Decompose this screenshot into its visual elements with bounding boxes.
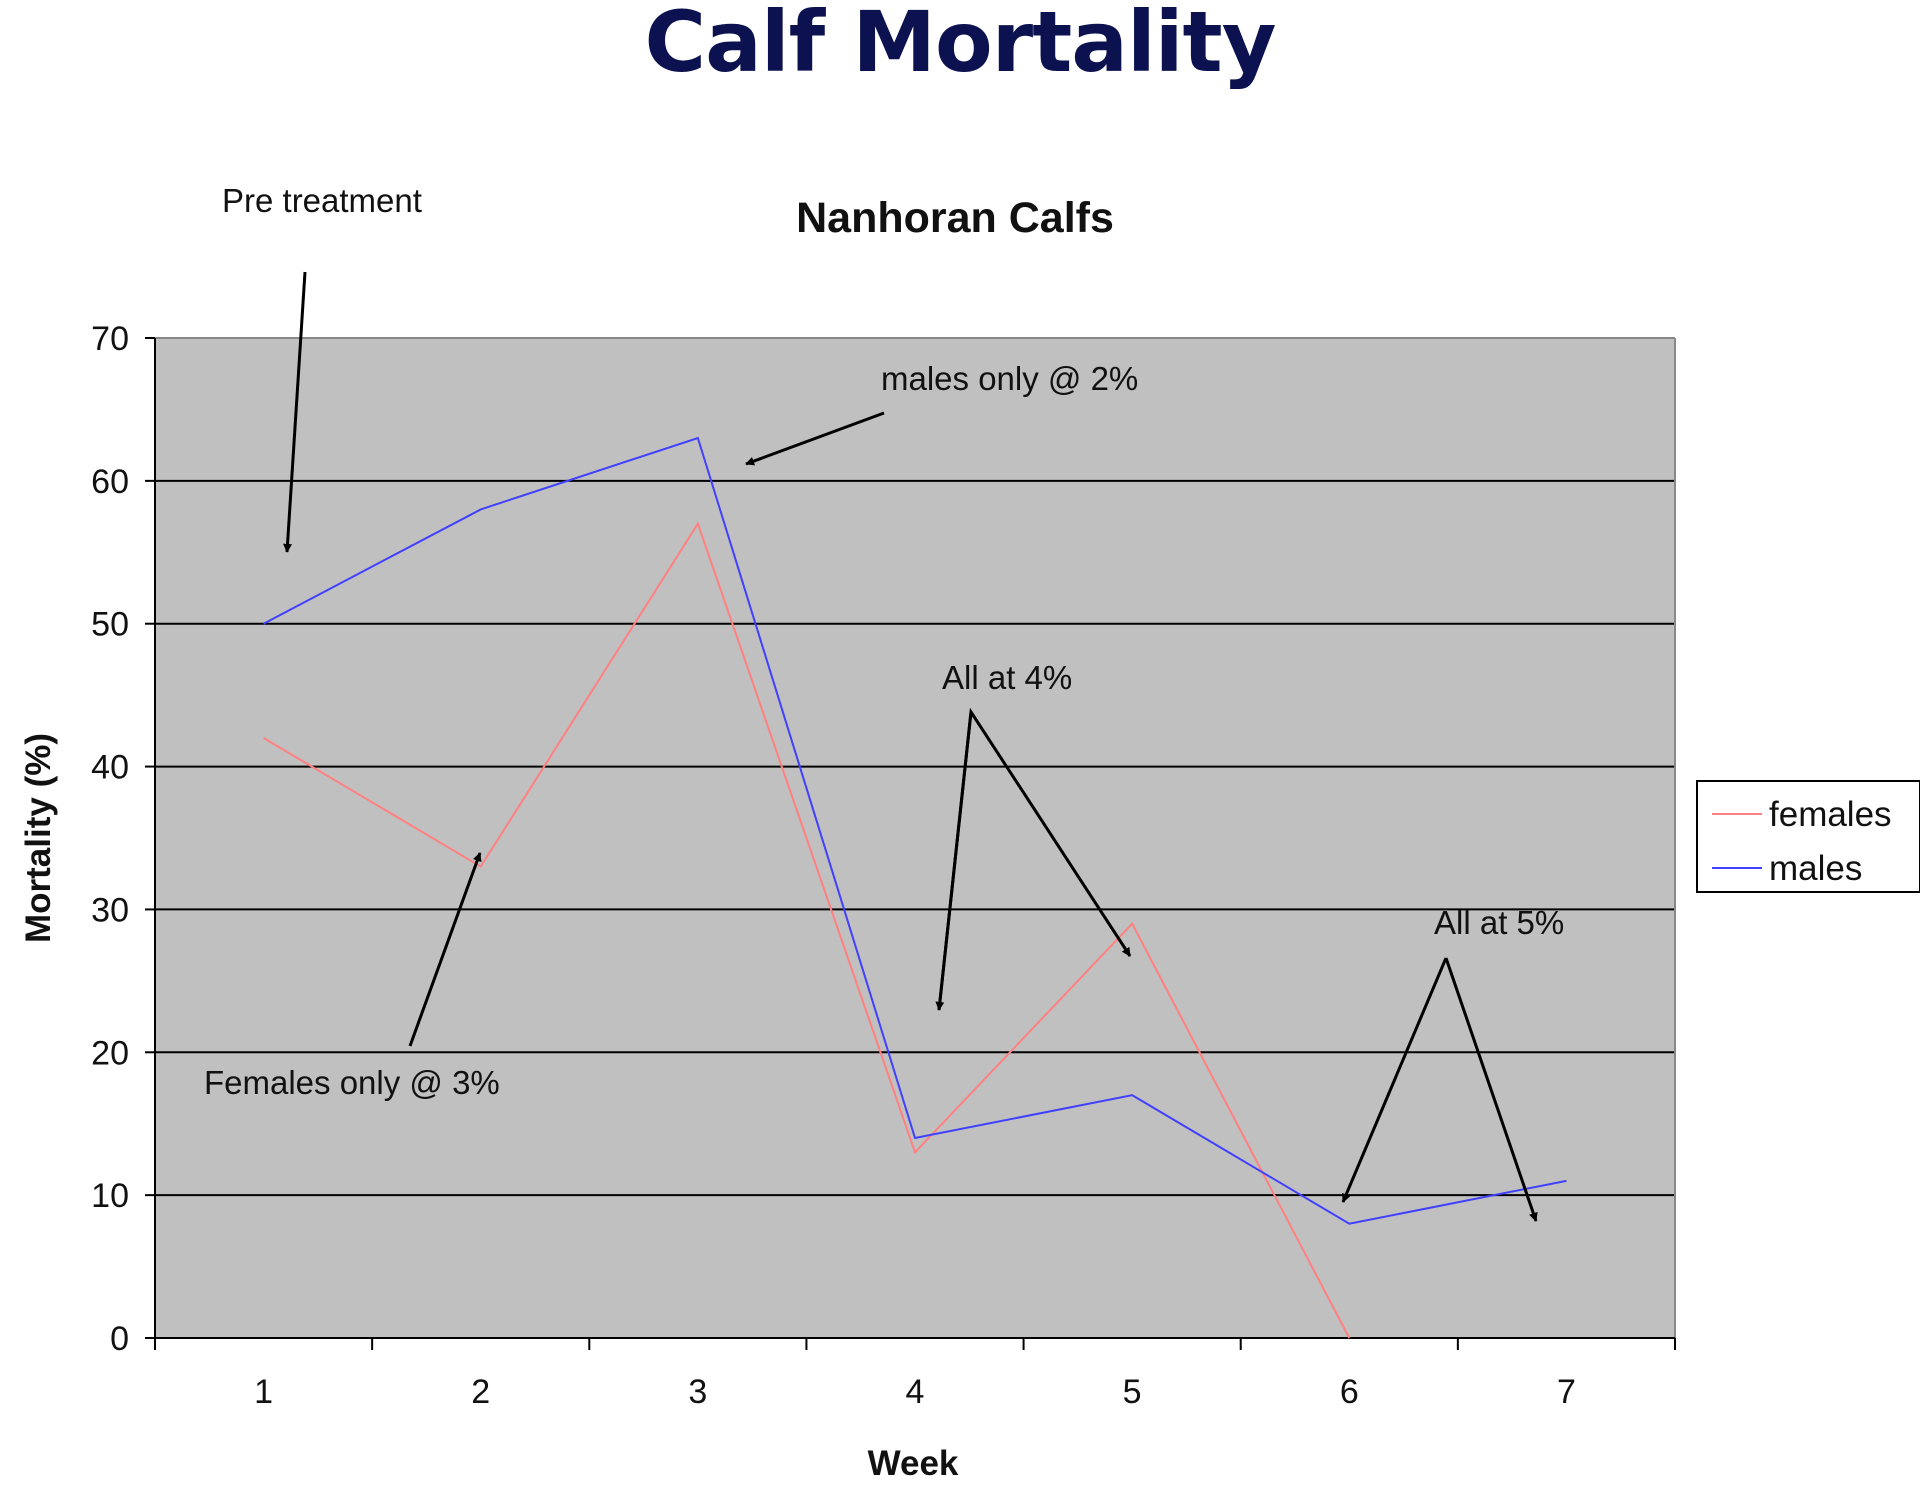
y-tick-label: 0	[110, 1320, 129, 1358]
legend-box	[1696, 780, 1920, 893]
x-tick-label: 3	[688, 1373, 707, 1411]
x-axis-title: Week	[868, 1444, 959, 1483]
annotation-arrow	[935, 711, 973, 1011]
annotation-arrow	[408, 852, 482, 1047]
x-tick-label: 1	[254, 1373, 273, 1411]
x-tick-group: 1 2 3 4 5 6 7	[154, 1338, 1676, 1411]
page-title: Calf Mortality	[644, 0, 1277, 91]
y-tick-label: 20	[91, 1034, 129, 1072]
legend: females males	[1696, 780, 1920, 893]
series-line-females	[263, 521, 1351, 1339]
plot-area	[155, 338, 1675, 1338]
gridlines	[155, 337, 1676, 1338]
annotation-females-only: Females only @ 3%	[204, 1064, 500, 1101]
x-tick-label: 7	[1557, 1373, 1576, 1411]
annotation-pre-treatment: Pre treatment	[222, 182, 422, 219]
legend-label-females: females	[1769, 795, 1892, 834]
annotation-arrow	[1341, 957, 1448, 1203]
annotation-arrows	[283, 271, 1538, 1222]
series-layer	[263, 436, 1567, 1339]
y-tick-label: 60	[91, 463, 129, 501]
annotation-all-5: All at 5%	[1434, 904, 1564, 941]
x-tick-label: 5	[1123, 1373, 1142, 1411]
annotation-all-4: All at 4%	[942, 659, 1072, 696]
annotation-arrow	[283, 271, 307, 553]
y-tick-label: 30	[91, 891, 129, 929]
y-tick-label: 50	[91, 606, 129, 644]
x-tick-label: 4	[906, 1373, 925, 1411]
y-tick-group: 0 10 20 30 40 50 60 70	[91, 320, 155, 1358]
x-tick-label: 2	[471, 1373, 490, 1411]
y-tick-label: 70	[91, 320, 129, 358]
series-line-males	[263, 436, 1567, 1225]
y-tick-label: 40	[91, 749, 129, 787]
y-tick-label: 10	[91, 1177, 129, 1215]
annotation-arrow	[745, 411, 885, 466]
chart-title: Nanhoran Calfs	[796, 194, 1114, 242]
axes	[154, 338, 1675, 1339]
y-axis-title: Mortality (%)	[19, 733, 58, 943]
annotation-males-only: males only @ 2%	[881, 360, 1138, 397]
annotation-arrow	[1444, 957, 1538, 1222]
legend-label-males: males	[1769, 849, 1862, 888]
x-tick-label: 6	[1340, 1373, 1359, 1411]
